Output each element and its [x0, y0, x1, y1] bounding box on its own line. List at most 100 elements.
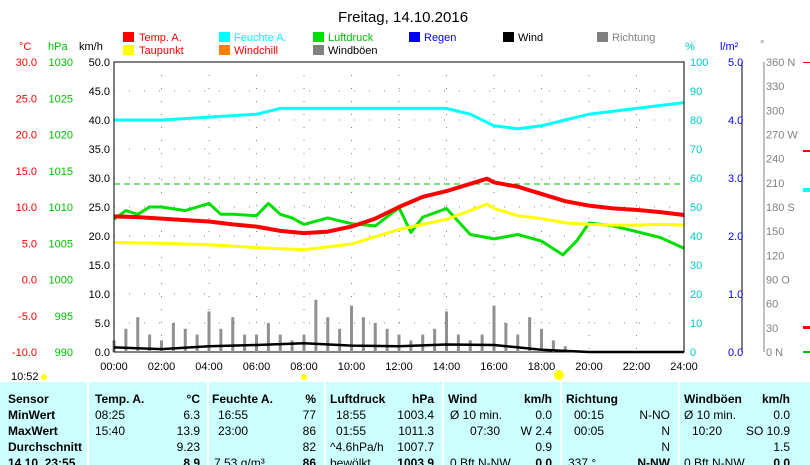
tick-temp: 5.0 — [22, 238, 37, 250]
tick-direction: 180 S — [766, 202, 795, 214]
tick-rain: 0.0 — [728, 347, 743, 359]
tick-humidity: 50 — [690, 202, 702, 214]
hdr-wind: Wind — [448, 392, 478, 406]
tick-direction: 300 — [766, 105, 784, 117]
gust-bar — [445, 311, 448, 352]
tick-pressure: 1000 — [49, 275, 73, 287]
tick-direction: 150 — [766, 226, 784, 238]
tick-direction: 270 W — [766, 130, 798, 142]
tick-wind: 45.0 — [89, 86, 110, 98]
legend-temp: Temp. A. — [139, 32, 182, 44]
series-line-wind — [113, 342, 684, 354]
gust-bar — [492, 305, 496, 352]
gust-bar — [456, 334, 460, 352]
gust-bar — [480, 334, 484, 352]
weather-chart: Freitag, 14.10.2016 Temp. A. Taupunkt Fe… — [11, 9, 810, 373]
tick-humidity: 60 — [690, 173, 702, 185]
tick-x: 16:00 — [480, 361, 508, 373]
gust-bar — [361, 317, 365, 352]
table-row: 14.10. 23:55 8.9 7.53 g/m³ 86 bewölkt 10… — [8, 456, 790, 465]
gust-bar — [195, 334, 199, 352]
hdr-dir: Richtung — [566, 392, 618, 406]
tick-humidity: 80 — [690, 115, 702, 127]
legend: Temp. A. Taupunkt Feuchte A. Windchill L… — [123, 32, 655, 57]
tick-temp: 15.0 — [16, 166, 37, 178]
gust-bar — [160, 340, 163, 352]
hdr-gust-unit: km/h — [761, 392, 790, 406]
tick-temp: 0.0 — [22, 275, 37, 287]
tick-rain: 2.0 — [728, 231, 743, 243]
gust-bar — [468, 340, 472, 352]
axis-units: °C hPa km/h % l/m² ° — [19, 39, 764, 53]
tick-direction: 330 — [766, 81, 784, 93]
col-sep — [678, 382, 680, 465]
hdr-hum: Feuchte A. — [212, 392, 273, 406]
series-lines — [113, 101, 685, 354]
humidity-unit: % — [685, 41, 695, 53]
gust-bar — [528, 317, 532, 352]
tick-wind: 30.0 — [89, 173, 110, 185]
gust-bar — [255, 334, 258, 352]
tick-humidity: 20 — [690, 289, 702, 301]
gust-bar — [148, 334, 152, 352]
chart-title: Freitag, 14.10.2016 — [338, 9, 468, 26]
legend-regen: Regen — [424, 32, 456, 44]
tick-direction: 120 — [766, 250, 784, 262]
tick-x: 12:00 — [385, 361, 413, 373]
gust-bar — [314, 299, 318, 352]
tick-humidity: 100 — [690, 57, 708, 69]
gust-bar — [266, 323, 270, 352]
gust-bar — [290, 340, 294, 352]
tick-wind: 5.0 — [95, 318, 110, 330]
tick-wind: 25.0 — [89, 202, 110, 214]
table-row: MaxWert 15:40 13.9 23:00 86 01:55 1011.3… — [8, 424, 790, 438]
col-sep — [324, 382, 326, 465]
temp-unit: °C — [19, 41, 31, 53]
tick-direction: 360 N — [766, 57, 795, 69]
hdr-temp-unit: °C — [186, 392, 200, 406]
gust-bar — [338, 328, 342, 352]
pressure-unit: hPa — [48, 41, 68, 53]
gust-bar — [504, 323, 508, 352]
tick-wind: 35.0 — [89, 144, 110, 156]
col-sep — [560, 382, 562, 465]
tick-x: 22:00 — [623, 361, 651, 373]
tick-pressure: 990 — [55, 347, 73, 359]
tick-pressure: 995 — [55, 311, 73, 323]
legend-windchill: Windchill — [234, 45, 278, 57]
tick-x: 04:00 — [195, 361, 223, 373]
hdr-gust: Windböen — [684, 392, 742, 406]
gust-bar — [243, 334, 247, 352]
gust-bar — [397, 334, 401, 352]
tick-x: 18:00 — [528, 361, 556, 373]
tick-temp: 20.0 — [16, 130, 37, 142]
direction-unit: ° — [760, 39, 764, 51]
tick-x: 24:00 — [670, 361, 698, 373]
gust-bar — [563, 346, 567, 352]
tick-temp: -5.0 — [18, 311, 37, 323]
tick-x: 00:00 — [100, 361, 128, 373]
tick-wind: 10.0 — [89, 289, 110, 301]
tick-x: 20:00 — [575, 361, 603, 373]
wind-unit: km/h — [79, 41, 103, 53]
col-sep — [87, 382, 89, 465]
gust-bar — [183, 328, 187, 352]
tick-direction: 210 — [766, 178, 784, 190]
tick-wind: 50.0 — [89, 57, 110, 69]
time-marker-left — [41, 374, 47, 380]
gust-bar — [540, 328, 543, 352]
tick-direction: 240 — [766, 154, 784, 166]
series-line-temp-a- — [113, 176, 685, 236]
series-line-luftdruck — [113, 201, 685, 257]
stats-table: Sensor Temp. A. °C Feuchte A. % Luftdruc… — [0, 382, 810, 465]
tick-labels: 30.025.020.015.010.05.00.0-5.0-10.010301… — [12, 57, 798, 373]
gust-bar — [326, 317, 330, 352]
tick-wind: 20.0 — [89, 231, 110, 243]
gust-bar — [124, 328, 128, 352]
legend-wind: Wind — [518, 32, 543, 44]
tick-x: 10:00 — [338, 361, 366, 373]
series-line-feuchte-a- — [114, 101, 685, 131]
gust-bar — [373, 323, 377, 352]
tick-rain: 5.0 — [728, 57, 743, 69]
table-row: MinWert 08:25 6.3 16:55 77 18:55 1003.4 … — [8, 408, 790, 422]
